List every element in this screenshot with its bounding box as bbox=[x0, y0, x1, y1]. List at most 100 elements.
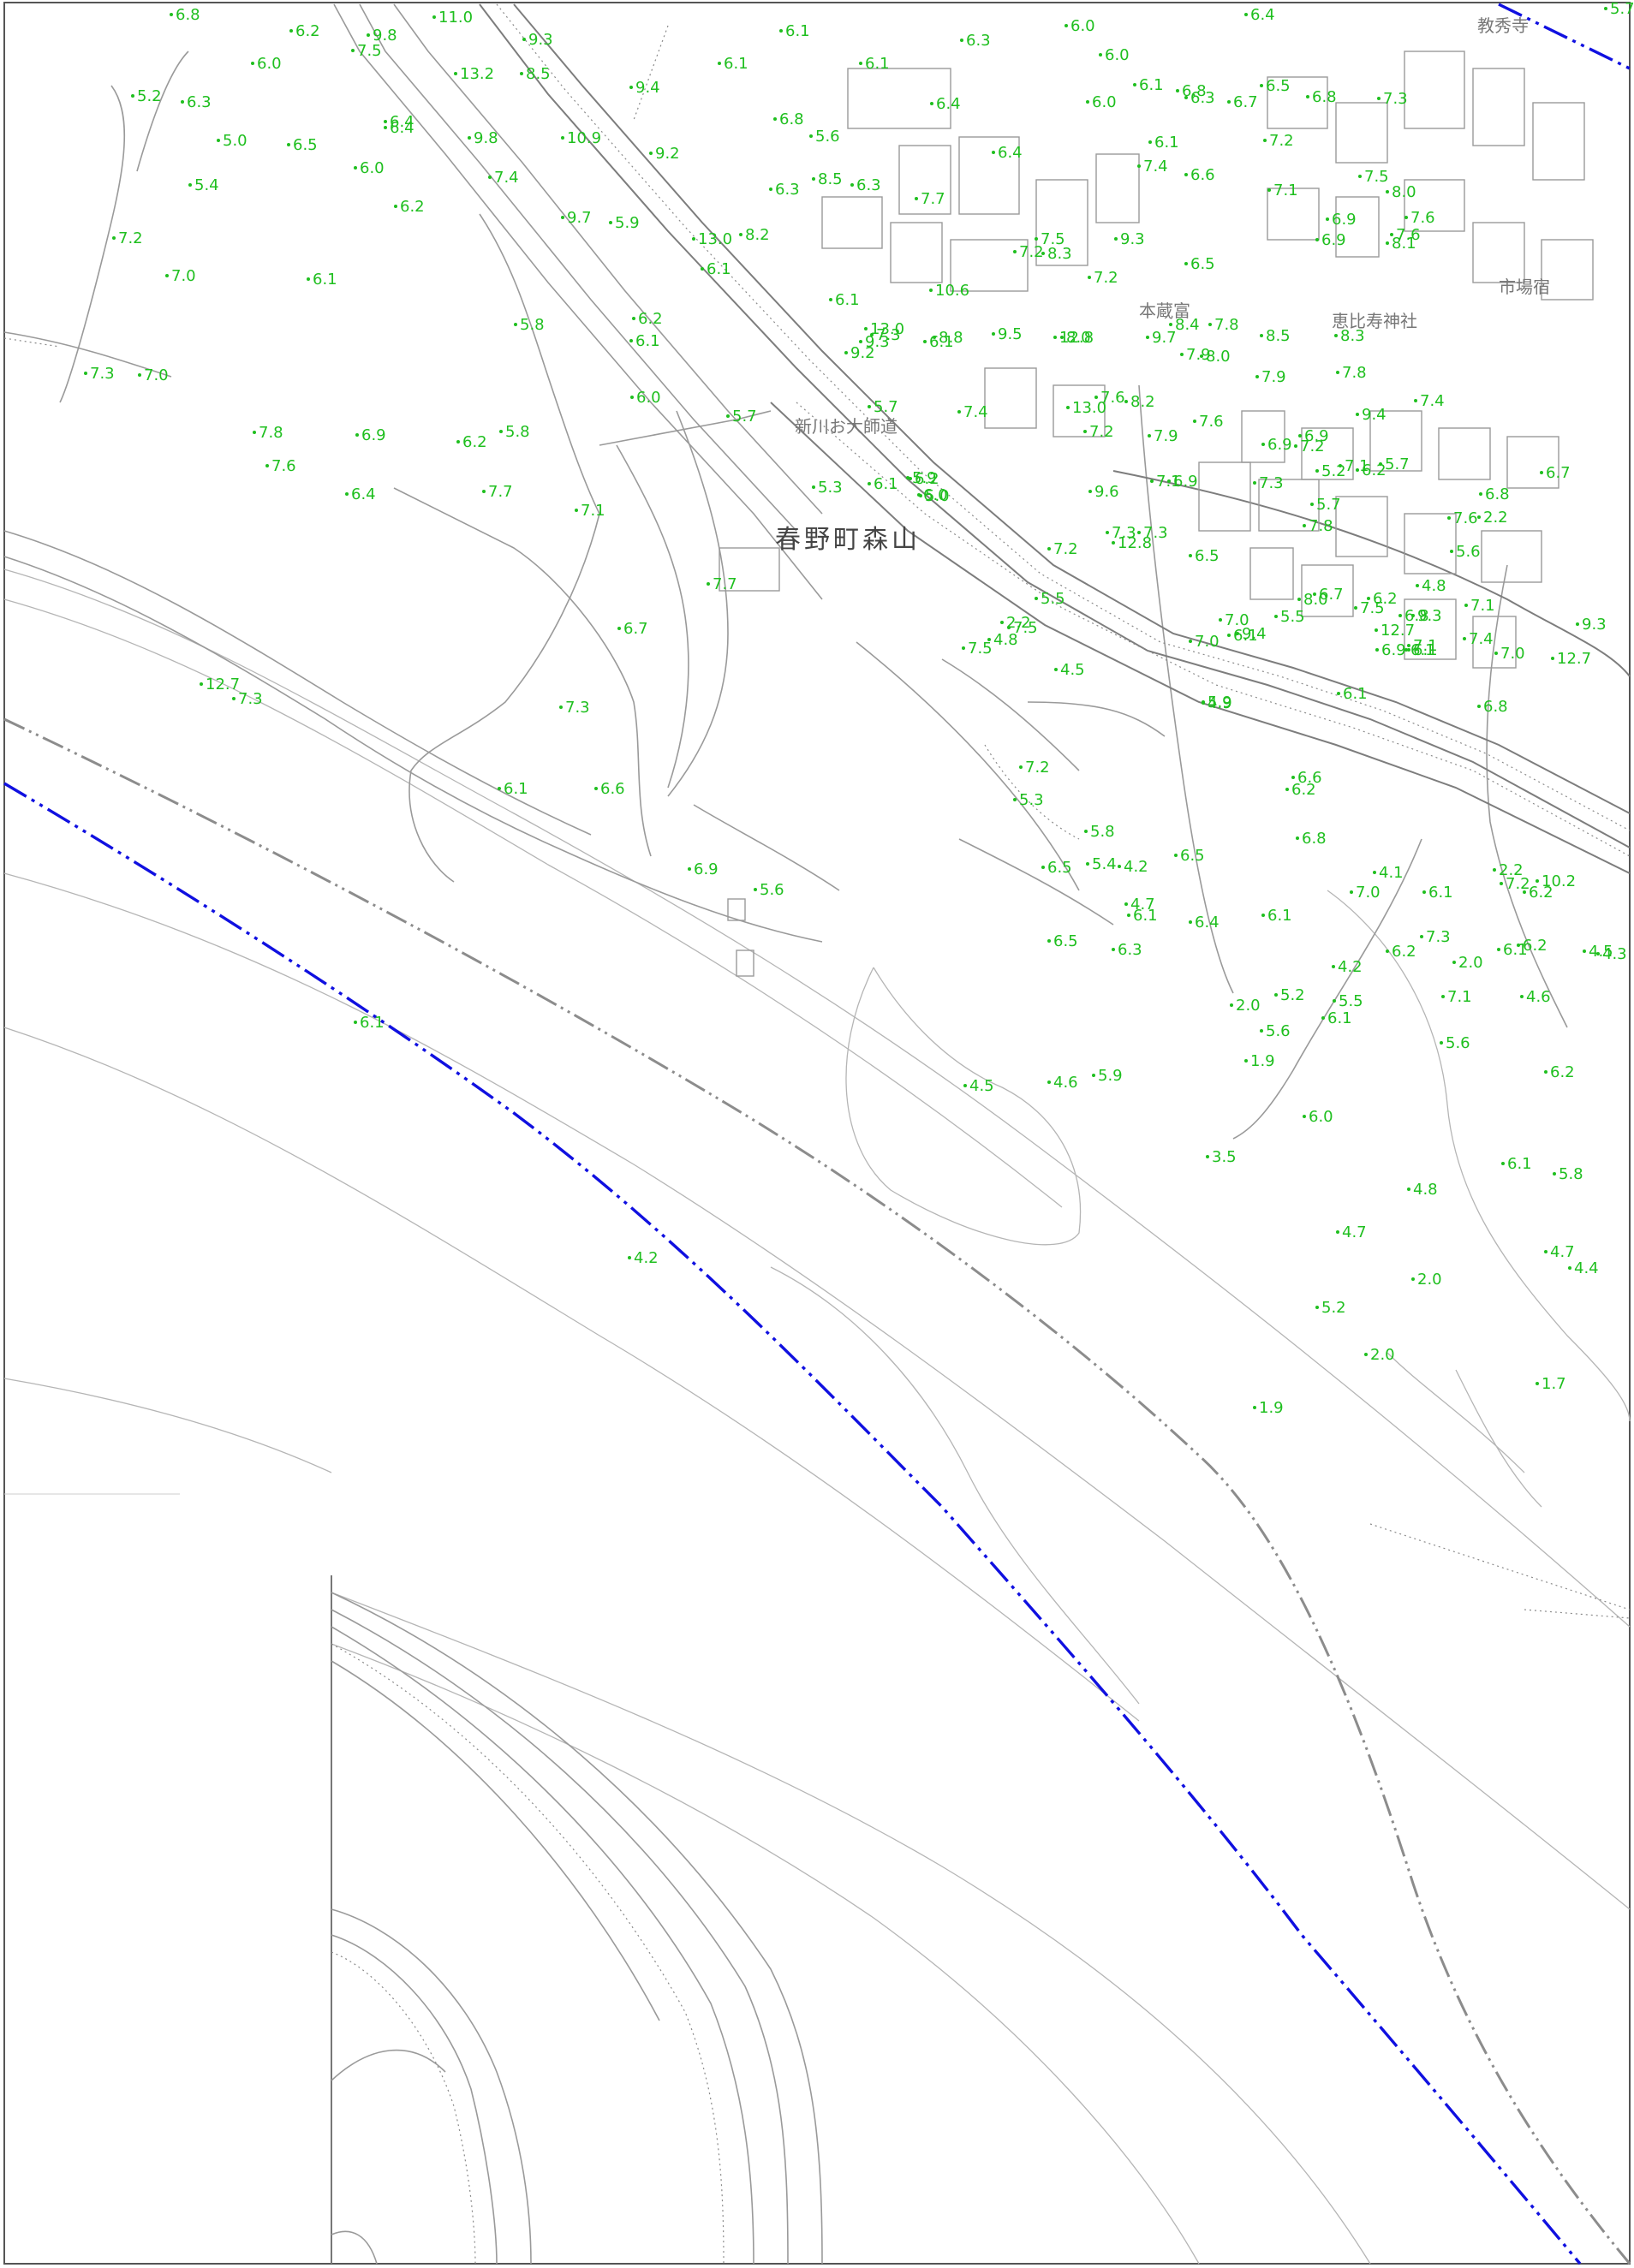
spot-height-marker bbox=[1064, 24, 1068, 27]
spot-height-marker bbox=[992, 151, 995, 154]
spot-height-marker bbox=[384, 126, 387, 129]
spot-height-marker bbox=[287, 143, 290, 146]
spot-height-label: 6.0 bbox=[1309, 1108, 1333, 1126]
spot-height-marker bbox=[1112, 541, 1115, 545]
spot-height-label: 6.2 bbox=[638, 310, 663, 328]
spot-height-marker bbox=[354, 1021, 357, 1024]
spot-height-marker bbox=[1202, 701, 1205, 705]
spot-height-marker bbox=[629, 339, 633, 342]
spot-height-label: 7.0 bbox=[171, 267, 196, 285]
spot-height-marker bbox=[499, 430, 503, 433]
spot-height-marker bbox=[1169, 323, 1172, 326]
spot-height-label: 7.8 bbox=[1342, 364, 1367, 382]
spot-height-marker bbox=[1294, 444, 1297, 448]
spot-height-marker bbox=[1422, 890, 1426, 894]
spot-height-marker bbox=[1137, 164, 1141, 168]
spot-height-marker bbox=[355, 433, 359, 437]
spot-height-label: 6.2 bbox=[295, 22, 320, 40]
spot-height-marker bbox=[561, 216, 564, 219]
spot-height-label: 7.5 bbox=[968, 640, 993, 658]
spot-height-label: 4.5 bbox=[1060, 661, 1085, 679]
spot-height-marker bbox=[1263, 139, 1267, 142]
spot-height-label: 4.5 bbox=[969, 1077, 994, 1095]
spot-height-marker bbox=[131, 94, 134, 98]
spot-height-marker bbox=[1441, 995, 1445, 998]
spot-height-label: 12.7 bbox=[206, 676, 240, 693]
spot-height-marker bbox=[1146, 336, 1149, 339]
spot-height-label: 5.3 bbox=[818, 479, 843, 497]
roads bbox=[4, 4, 1567, 1139]
spot-height-marker bbox=[265, 464, 269, 467]
spot-height-marker bbox=[1150, 479, 1154, 483]
spot-height-label: 9.4 bbox=[1362, 406, 1387, 424]
spot-height-label: 7.2 bbox=[1094, 269, 1118, 287]
spot-height-label: 7.9 bbox=[1154, 427, 1178, 445]
spot-height-marker bbox=[1118, 865, 1121, 868]
spot-height-label: 2.2 bbox=[1483, 509, 1508, 527]
spot-height-marker bbox=[559, 705, 563, 709]
spot-height-marker bbox=[859, 62, 862, 65]
spot-height-marker bbox=[962, 646, 965, 650]
spot-height-marker bbox=[754, 888, 757, 891]
spot-height-marker bbox=[1133, 83, 1136, 86]
spot-height-marker bbox=[1386, 241, 1389, 245]
spot-height-label: 7.2 bbox=[1506, 875, 1530, 893]
spot-height-marker bbox=[1253, 481, 1256, 485]
spot-height-label: 8.0 bbox=[1303, 591, 1328, 609]
spot-height-label: 7.3 bbox=[90, 365, 115, 383]
spot-height-label: 6.9 bbox=[1332, 211, 1357, 229]
spot-height-label: 5.7 bbox=[1385, 455, 1410, 473]
spot-height-label: 7.0 bbox=[1195, 633, 1220, 651]
spot-height-label: 6.8 bbox=[1302, 830, 1327, 848]
spot-height-marker bbox=[923, 340, 927, 343]
spot-height-marker bbox=[859, 340, 862, 343]
spot-height-marker bbox=[1244, 13, 1248, 16]
spot-height-label: 6.8 bbox=[1485, 485, 1510, 503]
spot-height-label: 6.8 bbox=[176, 6, 200, 24]
spot-height-label: 6.5 bbox=[1266, 77, 1291, 95]
spot-height-marker bbox=[812, 485, 815, 489]
spot-height-label: 4.7 bbox=[1342, 1223, 1367, 1241]
spot-height-marker bbox=[1193, 420, 1196, 423]
spot-height-marker bbox=[345, 492, 349, 496]
spot-height-marker bbox=[1066, 406, 1070, 409]
spot-height-label: 6.0 bbox=[257, 55, 282, 73]
spot-height-label: 6.1 bbox=[929, 333, 954, 351]
spot-height-marker bbox=[1047, 547, 1051, 551]
spot-height-label: 7.4 bbox=[494, 169, 519, 187]
spot-height-label: 6.1 bbox=[1233, 627, 1258, 645]
spot-height-label: 6.1 bbox=[707, 260, 731, 278]
spot-height-label: 1.9 bbox=[1250, 1052, 1275, 1070]
spot-height-label: 4.9 bbox=[1208, 694, 1232, 712]
spot-height-label: 6.3 bbox=[856, 176, 881, 194]
spot-height-marker bbox=[200, 682, 203, 686]
spot-height-label: 7.8 bbox=[1214, 316, 1239, 334]
spot-height-marker bbox=[307, 277, 310, 281]
spot-height-label: 6.4 bbox=[936, 95, 961, 113]
contour-lines bbox=[4, 569, 1630, 2264]
spot-height-marker bbox=[253, 431, 256, 434]
spot-height-label: 6.8 bbox=[1404, 607, 1429, 625]
spot-height-label: 11.0 bbox=[438, 9, 473, 27]
spot-height-marker bbox=[960, 39, 963, 42]
spot-height-label: 5.6 bbox=[1266, 1022, 1291, 1040]
spot-height-label: 6.5 bbox=[1195, 547, 1220, 565]
spot-height-label: 2.0 bbox=[1417, 1271, 1442, 1289]
spot-height-label: 7.3 bbox=[238, 690, 263, 708]
spot-height-label: 6.1 bbox=[785, 22, 810, 40]
spot-height-label: 6.9 bbox=[1173, 473, 1198, 491]
spot-height-label: 5.2 bbox=[1321, 462, 1346, 480]
spot-height-marker bbox=[1452, 961, 1456, 964]
spot-height-label: 9.3 bbox=[1582, 616, 1607, 634]
spot-height-label: 6.0 bbox=[360, 159, 385, 177]
spot-height-marker bbox=[929, 289, 933, 292]
spot-height-label: 7.9 bbox=[1186, 346, 1211, 364]
spot-height-label: 7.7 bbox=[713, 575, 737, 593]
spot-height-label: 6.1 bbox=[1428, 884, 1453, 902]
spot-height-label: 5.5 bbox=[1280, 608, 1305, 626]
spot-height-marker bbox=[1493, 868, 1496, 872]
spot-height-marker bbox=[1297, 598, 1301, 601]
spot-height-marker bbox=[1321, 1016, 1325, 1020]
spot-height-marker bbox=[1407, 648, 1410, 652]
